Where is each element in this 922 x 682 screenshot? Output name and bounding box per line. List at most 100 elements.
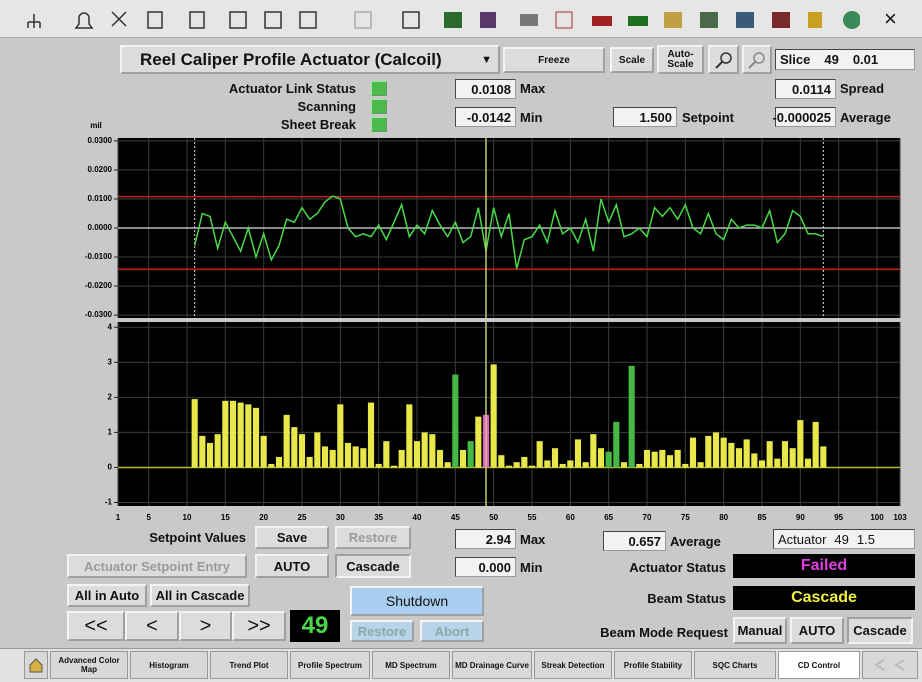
bar xyxy=(712,432,720,468)
active-tab[interactable]: CD Control xyxy=(778,651,860,679)
tab[interactable]: SQC Charts xyxy=(694,651,776,679)
x-tick-label: 75 xyxy=(681,513,690,522)
y-tick-label: 2 xyxy=(108,392,113,401)
toolbar-icons xyxy=(27,11,861,29)
bar xyxy=(705,435,712,468)
home-tab[interactable] xyxy=(24,651,48,679)
bar xyxy=(613,421,620,468)
bar xyxy=(544,460,551,468)
bar xyxy=(582,462,589,468)
bar xyxy=(743,439,750,468)
bar xyxy=(245,404,252,468)
all-in-auto-button[interactable]: All in Auto xyxy=(67,584,147,607)
bar xyxy=(321,446,329,468)
bar xyxy=(735,448,743,468)
bar xyxy=(728,442,735,468)
zoom-in-button[interactable] xyxy=(708,45,739,74)
y-tick-label: 3 xyxy=(108,357,113,366)
bar xyxy=(820,446,827,468)
abort-button[interactable]: Abort xyxy=(420,620,484,642)
x-tick-label: 1 xyxy=(116,513,121,522)
bar xyxy=(804,458,812,468)
setpoint-values-label: Setpoint Values xyxy=(149,530,246,545)
y-tick-label: -0.0100 xyxy=(85,252,113,261)
tab[interactable]: Advanced Color Map xyxy=(50,651,128,679)
bar xyxy=(283,414,290,468)
tab-scroll[interactable] xyxy=(862,651,918,679)
spread-value: 0.0114 xyxy=(775,79,836,99)
tab[interactable]: Profile Spectrum xyxy=(290,651,370,679)
bar xyxy=(314,432,321,468)
bar xyxy=(636,463,643,468)
y-tick-label: 0.0000 xyxy=(88,223,113,232)
shutdown-button[interactable]: Shutdown xyxy=(350,586,484,616)
status-indicator xyxy=(371,117,387,132)
bar xyxy=(429,434,436,468)
bar xyxy=(812,421,819,468)
nav-button[interactable]: >> xyxy=(232,611,286,641)
manual-button[interactable]: Manual xyxy=(733,617,787,644)
bar xyxy=(774,458,781,468)
nav-button[interactable]: << xyxy=(67,611,125,641)
zoom-icon xyxy=(714,51,732,69)
nav-button[interactable]: < xyxy=(125,611,179,641)
actuator-number: 49 xyxy=(834,531,849,547)
max-label: Max xyxy=(520,81,546,96)
close-button[interactable]: × xyxy=(884,6,897,31)
x-tick-label: 95 xyxy=(834,513,843,522)
slice-number: 49 xyxy=(824,52,839,67)
restore-button[interactable]: Restore xyxy=(335,526,411,549)
setpoint-label: Setpoint xyxy=(682,110,734,125)
bar xyxy=(781,441,789,468)
profile-select[interactable]: Reel Caliper Profile Actuator (Calcoil) ▼ xyxy=(120,45,500,74)
bar xyxy=(528,465,536,468)
tab[interactable]: Streak Detection xyxy=(534,651,612,679)
freeze-button[interactable]: Freeze xyxy=(503,47,605,73)
current-actuator: 49 xyxy=(290,610,340,642)
bar xyxy=(191,399,198,468)
y-tick-label: -1 xyxy=(105,498,113,507)
tab[interactable]: MD Spectrum xyxy=(372,651,450,679)
actuator-label: Actuator xyxy=(778,531,827,547)
bar xyxy=(214,434,221,468)
all-in-cascade-button[interactable]: All in Cascade xyxy=(150,584,250,607)
mode-cascade-button[interactable]: Cascade xyxy=(847,617,913,644)
cascade-button[interactable]: Cascade xyxy=(335,554,411,578)
bar xyxy=(536,441,543,468)
bar xyxy=(452,374,459,468)
bar xyxy=(459,449,467,468)
save-button[interactable]: Save xyxy=(255,526,329,549)
bar xyxy=(551,448,559,468)
bar xyxy=(421,432,428,468)
mode-auto-button[interactable]: AUTO xyxy=(790,617,844,644)
bar xyxy=(237,402,244,468)
x-tick-label: 5 xyxy=(146,513,151,522)
tab[interactable]: Profile Stability xyxy=(614,651,692,679)
beam-mode-label: Beam Mode Request xyxy=(600,625,728,640)
bar xyxy=(697,462,704,468)
actuator-status-label: Actuator Status xyxy=(629,560,726,575)
nav-button[interactable]: > xyxy=(179,611,232,641)
tab[interactable]: Trend Plot xyxy=(210,651,288,679)
setpoint-entry-button[interactable]: Actuator Setpoint Entry xyxy=(67,554,247,578)
bar xyxy=(720,437,727,468)
auto-scale-button[interactable]: Auto-Scale xyxy=(657,45,704,74)
x-tick-label: 70 xyxy=(643,513,652,522)
actuator-status: Failed xyxy=(733,554,915,578)
auto-button[interactable]: AUTO xyxy=(255,554,329,578)
zoom-out-button[interactable] xyxy=(742,45,772,74)
x-tick-label: 90 xyxy=(796,513,805,522)
bar xyxy=(490,364,497,468)
restore-beam-button[interactable]: Restore xyxy=(350,620,414,642)
status-label: Actuator Link Status xyxy=(228,81,356,96)
bar xyxy=(260,435,267,468)
slice-label: Slice xyxy=(780,52,811,67)
tab[interactable]: MD Drainage Curve xyxy=(452,651,532,679)
x-tick-label: 85 xyxy=(758,513,767,522)
bar xyxy=(797,420,804,468)
bar xyxy=(666,455,674,468)
tab[interactable]: Histogram xyxy=(130,651,208,679)
scale-button[interactable]: Scale xyxy=(610,47,654,73)
